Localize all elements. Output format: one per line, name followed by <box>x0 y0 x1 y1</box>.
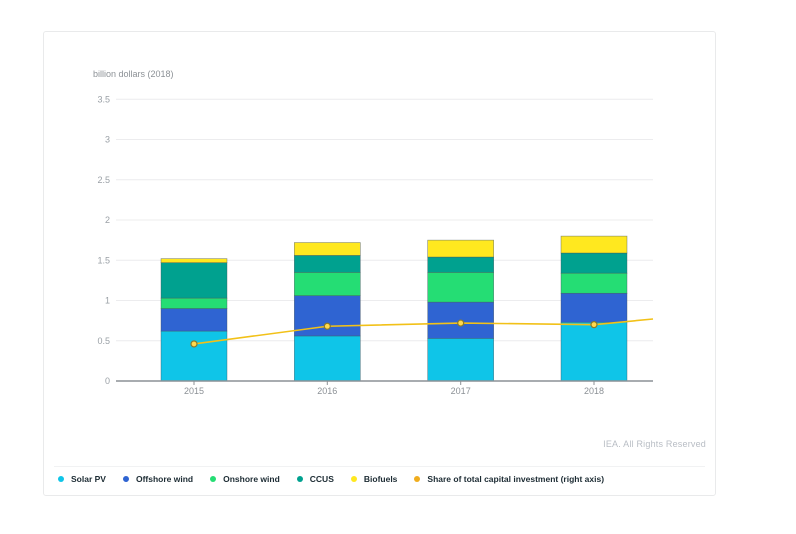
legend-label: Biofuels <box>363 474 398 484</box>
footer-divider <box>54 466 705 467</box>
bar-segment-ccus-2015[interactable] <box>160 262 228 299</box>
legend-item-ccus[interactable]: CCUS <box>296 474 334 484</box>
attribution-text: IEA. All Rights Reserved <box>603 439 706 449</box>
legend-dot-onshore-wind <box>210 476 217 482</box>
share-line-marker-2017[interactable] <box>457 319 465 327</box>
legend-label: Offshore wind <box>135 474 194 484</box>
bar-segment-biofuels-2015[interactable] <box>160 258 228 263</box>
y-axis-tick-label: 2 <box>105 215 110 225</box>
legend-label: CCUS <box>309 474 334 484</box>
x-axis-label-2018: 2018 <box>584 386 604 396</box>
legend-dot-share-of-total-capital-investment-right-axis <box>414 476 421 482</box>
bar-segment-biofuels-2016[interactable] <box>294 242 361 256</box>
bar-segment-solar-pv-2016[interactable] <box>294 335 361 382</box>
y-axis-tick-label: 3 <box>105 135 110 145</box>
bar-segment-offshore-wind-2018[interactable] <box>560 292 628 323</box>
y-axis-tick-label: 0 <box>105 376 110 386</box>
legend: Solar PV Offshore wind Onshore wind CCUS Bio… <box>58 474 709 484</box>
legend-item-share-of-total-capital-investment-right-axis[interactable]: Share of total capital investment (right… <box>414 474 604 484</box>
bar-segment-ccus-2017[interactable] <box>427 256 495 273</box>
bar-segment-offshore-wind-2015[interactable] <box>160 308 228 332</box>
legend-dot-ccus <box>296 476 303 482</box>
x-axis-label-2015: 2015 <box>184 386 204 396</box>
bar-segment-onshore-wind-2018[interactable] <box>560 272 628 294</box>
bar-segment-biofuels-2017[interactable] <box>427 239 495 258</box>
share-line-marker-2016[interactable] <box>323 322 331 330</box>
y-axis-tick-label: 3.5 <box>97 94 110 104</box>
legend-item-onshore-wind[interactable]: Onshore wind <box>210 474 280 484</box>
legend-label: Onshore wind <box>223 474 280 484</box>
legend-label: Share of total capital investment (right… <box>427 474 605 484</box>
y-axis-tick-label: 0.5 <box>97 336 110 346</box>
bar-segment-solar-pv-2017[interactable] <box>427 338 495 382</box>
share-line-marker-2018[interactable] <box>590 321 598 329</box>
legend-dot-offshore-wind <box>122 476 129 482</box>
legend-item-biofuels[interactable]: Biofuels <box>350 474 398 484</box>
y-axis-tick-label: 1.5 <box>97 255 110 265</box>
x-axis-label-2016: 2016 <box>317 386 337 396</box>
bar-segment-biofuels-2018[interactable] <box>560 235 628 254</box>
chart-canvas: billion dollars (2018) 0 0.5 1 1.5 2 2.5 3 3.5 2… <box>93 69 654 396</box>
bar-segment-onshore-wind-2016[interactable] <box>294 272 361 296</box>
legend-item-solar-pv[interactable]: Solar PV <box>58 474 106 484</box>
bar-segment-solar-pv-2015[interactable] <box>160 330 228 382</box>
share-line-marker-2015[interactable] <box>190 340 198 348</box>
bar-segment-onshore-wind-2015[interactable] <box>160 297 228 309</box>
bar-segment-solar-pv-2018[interactable] <box>560 321 628 382</box>
y-axis-unit-label: billion dollars (2018) <box>93 69 174 79</box>
legend-dot-biofuels <box>350 476 357 482</box>
legend-dot-solar-pv <box>58 476 64 482</box>
bar-segment-ccus-2018[interactable] <box>560 252 628 274</box>
x-axis-label-2017: 2017 <box>451 386 471 396</box>
y-axis-tick-label: 2.5 <box>97 175 110 185</box>
chart-card: billion dollars (2018) 0 0.5 1 1.5 2 2.5 3 3.5 2… <box>43 31 716 496</box>
legend-label: Solar PV <box>71 474 106 484</box>
legend-item-offshore-wind[interactable]: Offshore wind <box>122 474 194 484</box>
y-axis-tick-label: 1 <box>105 296 110 306</box>
bar-segment-ccus-2016[interactable] <box>294 255 361 273</box>
bar-segment-onshore-wind-2017[interactable] <box>427 272 495 303</box>
